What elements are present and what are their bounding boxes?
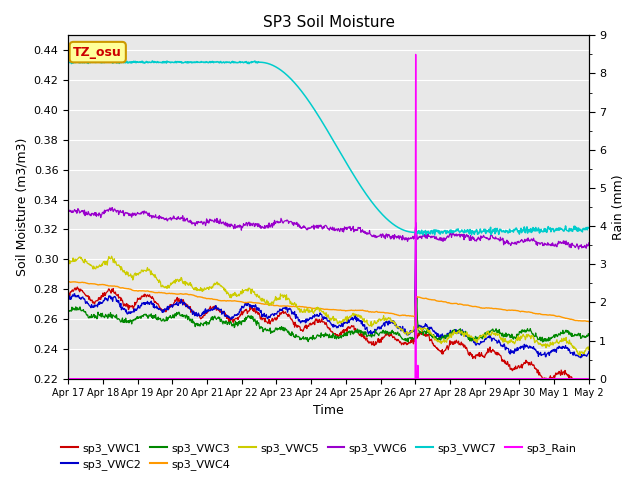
- sp3_VWC4: [90, 281, 97, 287]
- sp3_VWC2: [161, 306, 169, 312]
- sp3_VWC7: [568, 228, 576, 234]
- sp3_VWC6: [90, 211, 97, 217]
- sp3_VWC1: [90, 299, 97, 305]
- X-axis label: Time: Time: [313, 404, 344, 417]
- Legend: sp3_VWC1, sp3_VWC2, sp3_VWC3, sp3_VWC4, sp3_VWC5, sp3_VWC6, sp3_VWC7, sp3_Rain: sp3_VWC1, sp3_VWC2, sp3_VWC3, sp3_VWC4, …: [57, 438, 581, 474]
- sp3_Rain: [161, 376, 169, 382]
- sp3_VWC1: [64, 288, 72, 294]
- sp3_VWC5: [568, 342, 575, 348]
- sp3_VWC1: [161, 308, 169, 314]
- sp3_VWC6: [559, 238, 567, 244]
- sp3_VWC3: [585, 333, 593, 338]
- sp3_VWC1: [280, 310, 288, 315]
- sp3_VWC5: [161, 285, 169, 290]
- Line: sp3_VWC5: sp3_VWC5: [68, 256, 589, 355]
- sp3_VWC7: [560, 228, 568, 234]
- Text: TZ_osu: TZ_osu: [74, 46, 122, 59]
- sp3_VWC5: [108, 253, 115, 259]
- sp3_VWC5: [559, 337, 567, 343]
- sp3_VWC2: [412, 220, 420, 226]
- sp3_VWC4: [585, 319, 593, 324]
- sp3_VWC7: [76, 58, 84, 64]
- sp3_VWC5: [577, 352, 584, 358]
- sp3_VWC2: [280, 306, 288, 312]
- sp3_VWC1: [412, 247, 420, 253]
- sp3_VWC3: [371, 331, 379, 336]
- sp3_VWC6: [372, 233, 380, 239]
- sp3_VWC1: [573, 384, 580, 390]
- Line: sp3_VWC7: sp3_VWC7: [68, 61, 589, 235]
- sp3_Rain: [371, 376, 379, 382]
- sp3_VWC4: [584, 319, 592, 324]
- sp3_VWC4: [161, 290, 169, 296]
- sp3_VWC5: [64, 260, 72, 265]
- sp3_VWC2: [585, 348, 593, 354]
- sp3_VWC1: [568, 374, 575, 380]
- sp3_VWC4: [559, 314, 566, 320]
- sp3_VWC2: [371, 326, 379, 332]
- sp3_VWC3: [64, 309, 72, 315]
- Line: sp3_VWC1: sp3_VWC1: [68, 250, 589, 387]
- sp3_VWC3: [539, 339, 547, 345]
- Line: sp3_VWC3: sp3_VWC3: [68, 298, 589, 342]
- sp3_VWC6: [575, 246, 582, 252]
- Line: sp3_VWC6: sp3_VWC6: [68, 207, 589, 249]
- sp3_VWC3: [280, 328, 288, 334]
- sp3_VWC6: [108, 204, 116, 210]
- sp3_VWC3: [90, 314, 97, 320]
- Line: sp3_VWC2: sp3_VWC2: [68, 223, 589, 358]
- sp3_VWC2: [577, 355, 584, 360]
- Y-axis label: Rain (mm): Rain (mm): [612, 174, 625, 240]
- sp3_VWC7: [64, 59, 72, 65]
- sp3_VWC4: [64, 279, 72, 285]
- sp3_VWC6: [585, 240, 593, 246]
- sp3_VWC6: [64, 209, 72, 215]
- sp3_VWC4: [280, 303, 288, 309]
- sp3_VWC7: [281, 71, 289, 76]
- Title: SP3 Soil Moisture: SP3 Soil Moisture: [262, 15, 394, 30]
- sp3_Rain: [585, 376, 593, 382]
- sp3_VWC1: [585, 376, 593, 382]
- sp3_VWC3: [161, 317, 169, 323]
- sp3_Rain: [412, 51, 420, 57]
- sp3_VWC6: [568, 243, 575, 249]
- sp3_VWC5: [585, 344, 593, 350]
- sp3_VWC5: [90, 266, 97, 272]
- sp3_VWC2: [568, 350, 575, 356]
- sp3_VWC7: [161, 59, 169, 65]
- sp3_Rain: [568, 376, 575, 382]
- sp3_Rain: [280, 376, 288, 382]
- sp3_VWC2: [559, 344, 567, 350]
- sp3_Rain: [64, 376, 72, 382]
- sp3_VWC6: [281, 218, 289, 224]
- sp3_VWC2: [90, 304, 97, 310]
- sp3_VWC7: [585, 225, 593, 231]
- sp3_Rain: [559, 376, 567, 382]
- sp3_Rain: [90, 376, 97, 382]
- sp3_VWC3: [413, 295, 420, 300]
- Line: sp3_Rain: sp3_Rain: [68, 54, 589, 379]
- sp3_VWC4: [567, 316, 575, 322]
- sp3_VWC3: [568, 331, 576, 336]
- sp3_VWC7: [431, 232, 438, 238]
- sp3_VWC5: [372, 321, 380, 326]
- sp3_VWC6: [161, 216, 169, 222]
- sp3_VWC1: [559, 369, 567, 375]
- sp3_VWC5: [281, 293, 289, 299]
- Y-axis label: Soil Moisture (m3/m3): Soil Moisture (m3/m3): [15, 138, 28, 276]
- sp3_VWC2: [64, 295, 72, 301]
- Line: sp3_VWC4: sp3_VWC4: [68, 282, 589, 322]
- sp3_VWC1: [371, 342, 379, 348]
- sp3_VWC4: [371, 309, 379, 315]
- sp3_VWC3: [560, 330, 568, 336]
- sp3_VWC7: [90, 60, 97, 65]
- sp3_VWC7: [372, 204, 380, 210]
